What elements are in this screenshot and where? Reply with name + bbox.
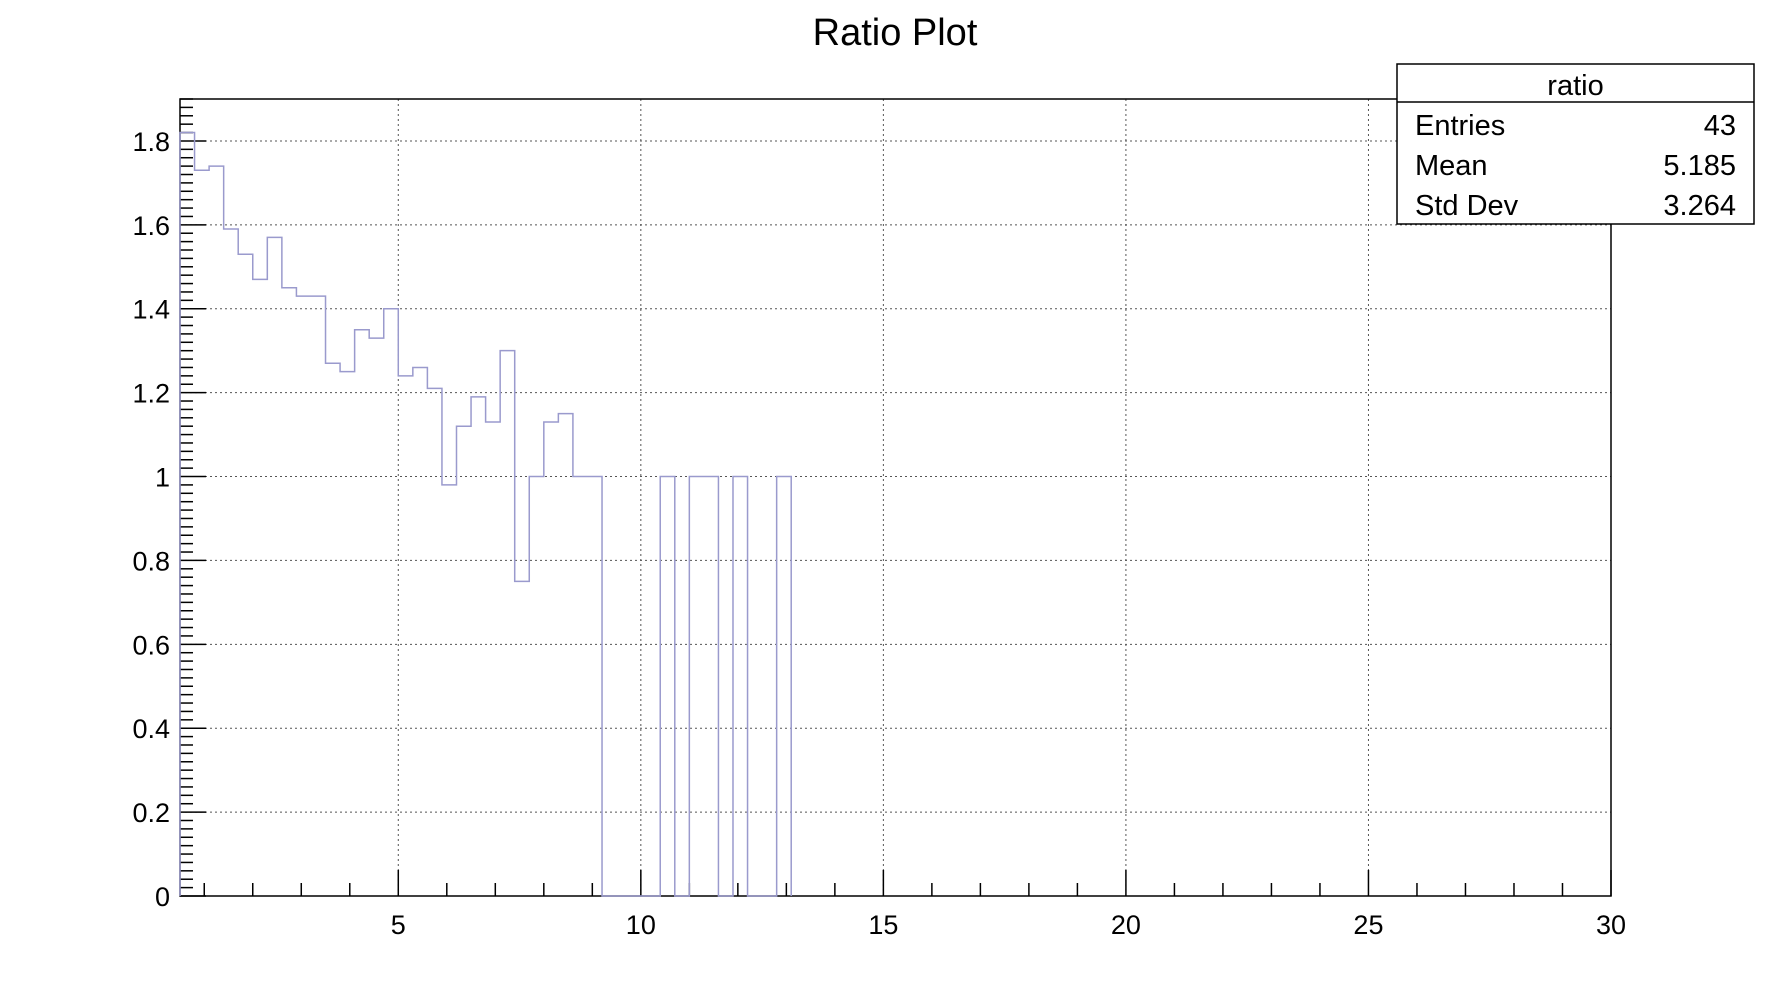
- stats-row-value: 3.264: [1663, 190, 1736, 222]
- stats-row-label: Mean: [1415, 150, 1488, 182]
- x-tick-label: 5: [391, 910, 406, 940]
- y-tick-label: 1.2: [132, 379, 170, 409]
- y-tick-label: 1: [155, 463, 170, 493]
- x-tick-label: 15: [868, 910, 898, 940]
- tick-labels: 5 10 15 20 25 30 0 0.2 0.4 0.6 0.8 1 1.2 1.4 1.6 1.8: [132, 127, 1626, 940]
- stats-row-value: 5.185: [1663, 150, 1736, 182]
- y-tick-label: 0: [155, 882, 170, 912]
- chart-title: Ratio Plot: [813, 12, 978, 54]
- stats-box-title: ratio: [1547, 70, 1603, 102]
- y-tick-label: 0.4: [132, 714, 170, 744]
- y-tick-label: 0.8: [132, 546, 170, 576]
- x-tick-label: 10: [626, 910, 656, 940]
- y-tick-label: 1.8: [132, 127, 170, 157]
- stats-row-label: Std Dev: [1415, 190, 1519, 222]
- y-tick-label: 1.6: [132, 211, 170, 241]
- histogram-series: [180, 133, 791, 896]
- stats-box: ratio Entries 43 Mean 5.185 Std Dev 3.264: [1397, 64, 1754, 224]
- stats-row-label: Entries: [1415, 110, 1505, 142]
- x-tick-label: 25: [1353, 910, 1383, 940]
- y-tick-label: 1.4: [132, 295, 170, 325]
- x-tick-label: 20: [1111, 910, 1141, 940]
- y-tick-label: 0.6: [132, 630, 170, 660]
- x-tick-label: 30: [1596, 910, 1626, 940]
- stats-row-value: 43: [1704, 110, 1736, 142]
- y-tick-label: 0.2: [132, 798, 170, 828]
